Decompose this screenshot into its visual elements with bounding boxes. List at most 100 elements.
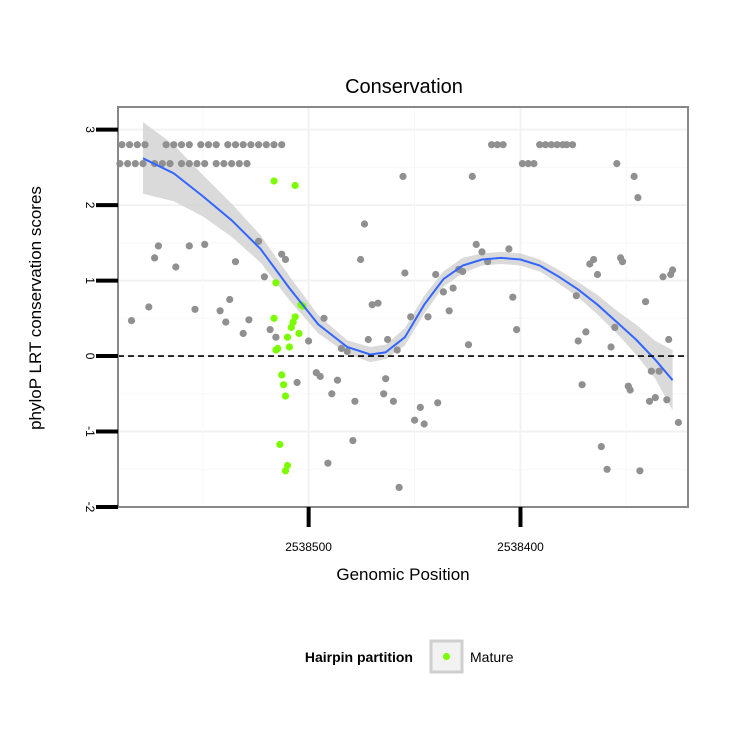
data-point-other (151, 254, 159, 262)
data-point-mature (283, 333, 292, 341)
data-point-mature (278, 371, 286, 379)
data-point-other (316, 372, 324, 380)
data-point-other (262, 141, 270, 149)
data-point-other (293, 378, 301, 387)
data-point-other (360, 220, 369, 228)
legend-key-mature (442, 652, 451, 661)
data-point-other (607, 343, 615, 351)
data-point-other (439, 288, 447, 296)
x-axis-label: Genomic Position (336, 565, 469, 584)
data-point-other (158, 160, 166, 168)
data-point-other (472, 240, 480, 248)
data-point-other (663, 396, 671, 404)
data-point-other (185, 242, 193, 250)
data-point-other (411, 416, 419, 424)
data-point-other (255, 237, 263, 245)
data-point-other (231, 258, 240, 266)
data-point-mature (281, 392, 290, 400)
data-point-other (669, 266, 677, 274)
data-point-other (141, 141, 149, 149)
data-point-other (357, 255, 365, 264)
data-point-other (553, 141, 561, 149)
data-point-other (547, 141, 555, 149)
data-point-other (245, 316, 253, 324)
data-point-other (578, 381, 586, 389)
data-point-other (642, 298, 650, 306)
data-point-other (611, 323, 619, 331)
x-tick-label: 2538400 (497, 540, 544, 554)
data-point-other (243, 160, 251, 168)
data-point-other (255, 141, 263, 149)
data-point-other (582, 328, 590, 336)
data-point-other (266, 326, 274, 334)
data-point-other (478, 248, 486, 256)
panel-border-layer (117, 106, 689, 508)
y-tick-label: -2 (83, 502, 97, 513)
data-point-other (185, 141, 193, 149)
data-point-other (351, 397, 359, 405)
data-point-other (509, 293, 517, 301)
data-point-other (563, 141, 571, 149)
data-point-other (505, 245, 513, 253)
points-other-layer (116, 141, 683, 491)
data-point-other (333, 376, 342, 384)
chart-title: Conservation (345, 76, 463, 98)
data-point-other (434, 399, 442, 407)
data-point-other (320, 314, 328, 322)
data-point-other (212, 141, 220, 149)
data-point-other (204, 141, 213, 149)
data-point-other (524, 160, 532, 168)
data-point-other (193, 160, 201, 168)
data-point-mature (291, 181, 299, 190)
data-point-other (364, 335, 372, 344)
data-point-other (118, 141, 126, 149)
data-point-other (626, 386, 634, 394)
y-axis-label: phyloP LRT conservation scores (26, 186, 45, 430)
y-tick-label: 3 (83, 126, 97, 133)
data-point-mature (281, 467, 290, 475)
data-point-other (170, 141, 178, 149)
data-point-other (127, 317, 136, 325)
data-point-other (518, 160, 527, 168)
legend-title: Hairpin partition (305, 649, 413, 665)
data-point-other (374, 299, 382, 307)
data-point-other (513, 326, 521, 334)
data-point-other (665, 335, 673, 344)
data-point-other (201, 160, 209, 168)
data-point-other (395, 483, 403, 491)
data-point-other (647, 367, 656, 375)
data-point-other (449, 284, 457, 292)
data-point-other (634, 194, 642, 202)
data-point-other (231, 141, 240, 149)
data-point-mature (291, 313, 299, 321)
y-axis: 3 2 1 0 -1 -2 (83, 126, 118, 513)
data-point-other (162, 141, 170, 149)
data-point-other (145, 303, 153, 311)
data-point-other (420, 420, 428, 428)
data-point-other (655, 367, 663, 375)
data-point-other (597, 443, 605, 451)
data-point-other (618, 258, 627, 266)
data-point-other (493, 141, 501, 149)
x-axis: 2538500 2538400 (285, 507, 544, 554)
data-point-mature (295, 329, 303, 337)
data-point-other (272, 333, 280, 341)
data-point-other (393, 346, 401, 354)
data-point-other (324, 459, 332, 467)
data-point-other (201, 240, 209, 248)
data-point-other (305, 337, 313, 345)
data-point-other (224, 141, 232, 149)
data-point-other (270, 141, 278, 149)
smooth-line-layer (142, 157, 674, 381)
data-point-mature (285, 343, 293, 351)
data-point-other (432, 270, 440, 279)
data-point-other (613, 160, 621, 168)
data-point-other (239, 329, 247, 337)
data-point-mature (276, 440, 284, 448)
data-point-other (247, 141, 255, 149)
data-point-other (368, 301, 376, 309)
legend-entry-mature: Mature (470, 649, 514, 665)
data-point-other (216, 307, 224, 315)
data-point-other (445, 307, 453, 315)
